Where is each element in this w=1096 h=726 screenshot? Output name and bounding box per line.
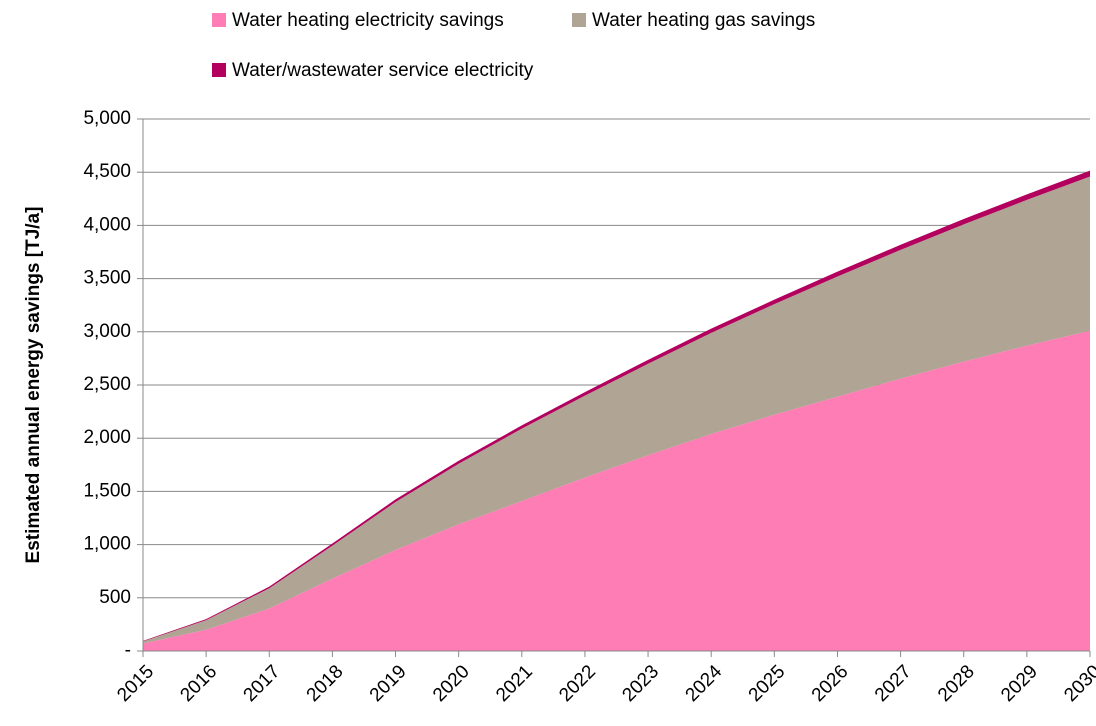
y-tick-label: 1,500: [83, 480, 131, 501]
y-tick-label: 2,500: [83, 374, 131, 395]
x-tick-label: 2026: [808, 661, 853, 706]
area: [143, 176, 1090, 644]
legend-swatch: [572, 13, 586, 27]
legend-label: Water/wastewater service electricity: [232, 60, 534, 81]
area: [143, 330, 1090, 651]
x-tick-label: 2023: [618, 661, 663, 706]
y-axis-label: Estimated annual energy savings [TJ/a]: [23, 207, 44, 564]
legend-swatch: [212, 13, 226, 27]
legend-label: Water heating gas savings: [592, 10, 815, 31]
y-tick-label: 3,500: [83, 268, 131, 289]
legend-label: Water heating electricity savings: [232, 10, 504, 31]
x-tick-label: 2020: [429, 661, 474, 706]
y-tick-label: 4,000: [83, 214, 131, 235]
x-tick-label: 2028: [934, 661, 979, 706]
y-tick-label: 5,000: [83, 108, 131, 129]
x-tick-label: 2025: [745, 661, 790, 706]
x-tick-label: 2016: [176, 661, 221, 706]
x-tick-label: 2019: [366, 661, 411, 706]
legend-swatch: [212, 63, 226, 77]
x-tick-label: 2029: [997, 661, 1042, 706]
y-tick-label: 3,000: [83, 321, 131, 342]
y-tick-label: 1,000: [83, 534, 131, 555]
y-tick-label: 2,000: [83, 427, 131, 448]
y-tick-label: 4,500: [83, 161, 131, 182]
x-tick-label: 2027: [871, 661, 916, 706]
x-tick-label: 2018: [303, 661, 348, 706]
x-tick-label: 2030: [1060, 661, 1096, 706]
y-tick-label: -: [125, 640, 131, 661]
x-tick-label: 2021: [492, 661, 537, 706]
x-tick-label: 2015: [113, 661, 158, 706]
x-tick-label: 2024: [682, 661, 727, 706]
y-tick-label: 500: [99, 587, 131, 608]
x-tick-label: 2022: [555, 661, 600, 706]
x-tick-label: 2017: [240, 661, 285, 706]
